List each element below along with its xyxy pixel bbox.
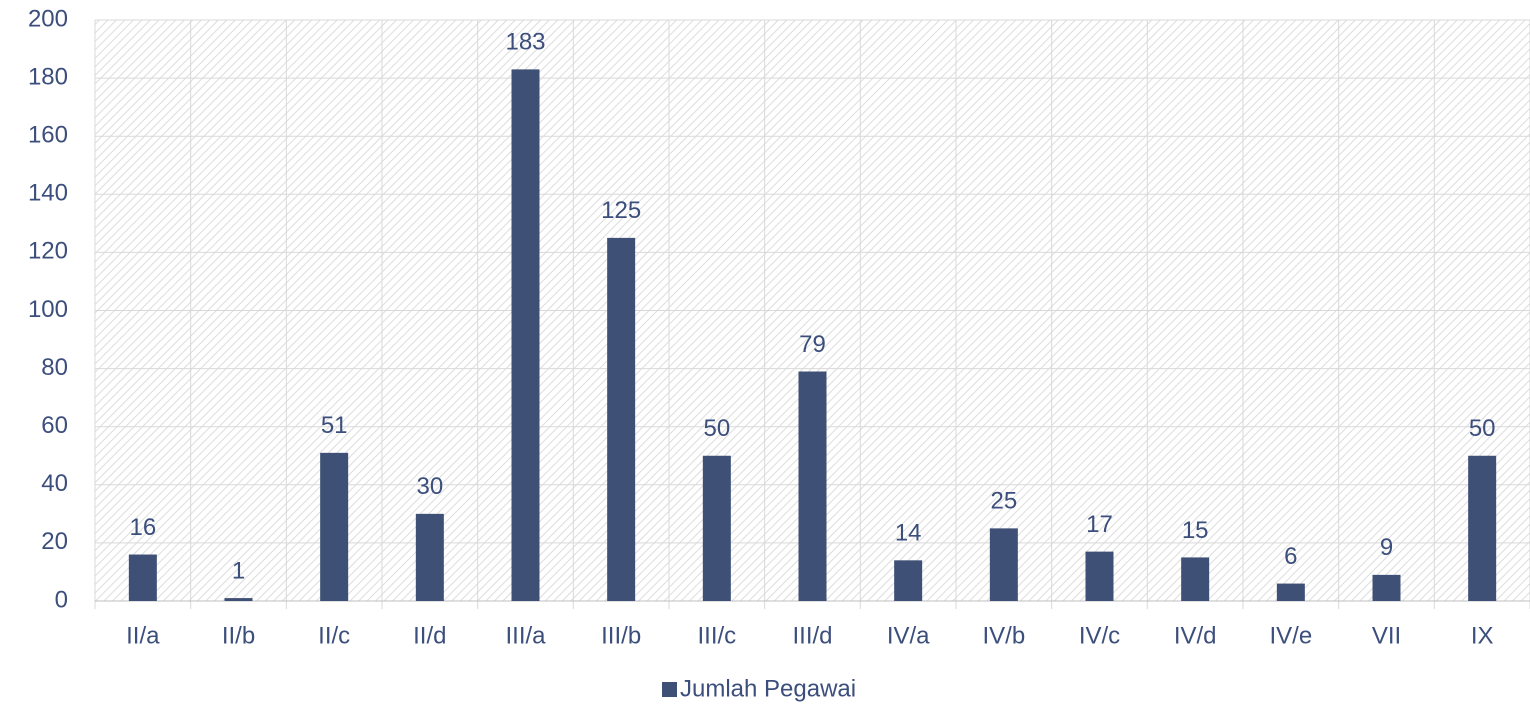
data-label: 183 [505,29,545,56]
x-tick-label: IV/c [1079,622,1120,649]
x-tick-label: III/d [792,622,832,649]
x-tick-label: II/a [126,622,160,649]
bar [1276,583,1305,601]
bar [1372,574,1401,601]
y-tick-label: 160 [28,122,68,149]
y-tick-label: 60 [41,412,68,439]
data-label: 30 [416,473,443,500]
data-label: 79 [799,331,826,358]
bar [128,554,157,601]
y-tick-label: 120 [28,238,68,265]
data-label: 16 [129,514,156,541]
data-label: 6 [1284,543,1297,570]
bar [894,560,923,601]
bar [320,452,349,601]
y-tick-label: 20 [41,528,68,555]
y-tick-label: 40 [41,470,68,497]
x-tick-label: II/c [318,622,350,649]
x-tick-label: IV/b [982,622,1025,649]
data-label: 15 [1182,517,1209,544]
bar [415,513,444,601]
x-tick-label: III/c [697,622,736,649]
bar [1085,551,1114,601]
data-label: 125 [601,197,641,224]
y-tick-label: 180 [28,63,68,90]
bar [702,455,731,601]
data-label: 14 [895,520,922,547]
data-label: 50 [703,415,730,442]
data-label: 25 [990,488,1017,515]
x-tick-label: IV/e [1269,622,1312,649]
bar [989,528,1018,601]
x-tick-label: IV/a [887,622,930,649]
bar [224,598,253,601]
x-tick-label: VII [1372,622,1401,649]
data-label: 51 [321,412,348,439]
y-tick-label: 140 [28,180,68,207]
bar [511,69,540,601]
legend-swatch [662,682,677,697]
x-tick-label: II/b [222,622,255,649]
x-tick-label: III/b [601,622,641,649]
bar [1181,557,1210,601]
bar [607,237,636,601]
data-label: 17 [1086,511,1113,538]
y-tick-label: 80 [41,354,68,381]
bar [1468,455,1497,601]
data-label: 50 [1469,415,1496,442]
data-label: 1 [232,557,245,584]
data-label: 9 [1380,534,1393,561]
x-tick-label: III/a [505,622,546,649]
bar [798,371,827,601]
y-tick-label: 100 [28,296,68,323]
x-tick-label: IV/d [1174,622,1217,649]
x-tick-label: II/d [413,622,446,649]
y-tick-label: 200 [28,5,68,32]
legend-label: Jumlah Pegawai [680,675,856,702]
x-tick-label: IX [1471,622,1494,649]
y-tick-label: 0 [55,586,68,613]
